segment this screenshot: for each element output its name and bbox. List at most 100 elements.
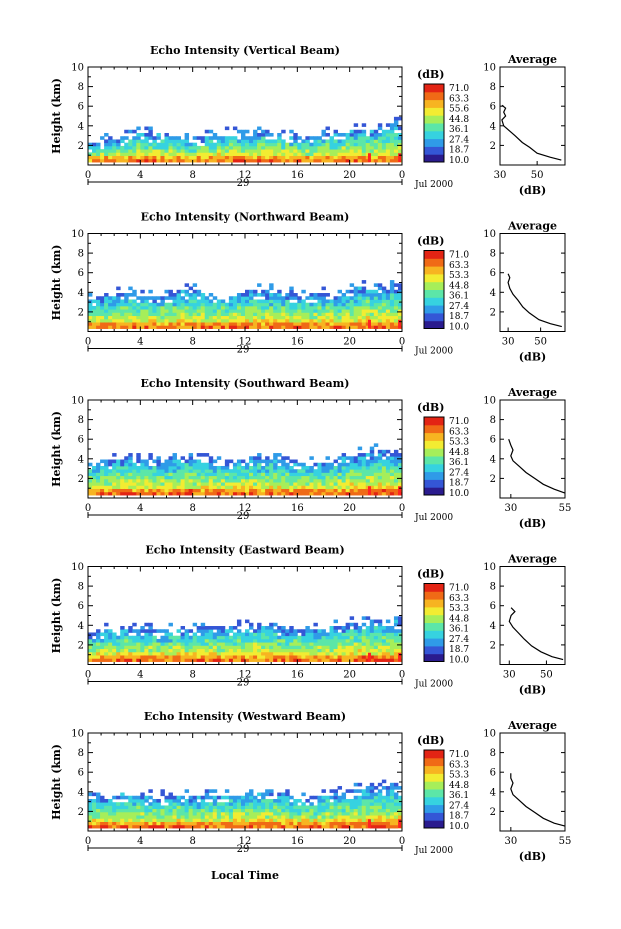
heatmap-cell	[269, 475, 274, 480]
heatmap-cell	[317, 642, 322, 646]
heatmap-cell	[184, 632, 190, 637]
heatmap-cell	[168, 651, 173, 656]
colorbar-tick-label: 63.3	[449, 760, 469, 770]
heatmap-cell	[289, 648, 294, 653]
heatmap-cell	[389, 491, 395, 496]
heatmap-cell	[353, 325, 359, 329]
heatmap-cell	[128, 808, 133, 813]
heatmap-cell	[325, 155, 330, 160]
heatmap-cell	[180, 322, 186, 326]
heatmap-cell	[116, 642, 121, 646]
heatmap-cell	[212, 478, 218, 483]
heatmap-cell	[353, 293, 359, 297]
heatmap-cell	[265, 293, 270, 297]
heatmap-cell	[236, 465, 242, 470]
heatmap-cell	[397, 632, 403, 637]
heatmap-cell	[112, 638, 117, 643]
heatmap-cell	[140, 312, 145, 317]
average-y-tick-label: 6	[490, 102, 496, 113]
heatmap-cell	[321, 469, 326, 473]
heatmap-cell	[397, 286, 403, 291]
heatmap-cell	[249, 824, 254, 829]
heatmap-cell	[369, 802, 375, 806]
heatmap-cell	[353, 645, 359, 650]
heatmap-cell	[373, 132, 379, 137]
average-y-tick-label: 4	[490, 787, 496, 798]
heatmap-cell	[196, 802, 202, 806]
colorbar-tick-label: 55.6	[449, 105, 469, 115]
heatmap-cell	[289, 142, 294, 147]
heatmap-cell	[369, 815, 375, 819]
heatmap-cell	[232, 325, 238, 329]
heatmap-cell	[208, 824, 214, 829]
heatmap-cell	[357, 149, 363, 153]
heatmap-cell	[212, 459, 218, 464]
heatmap-cell	[240, 312, 246, 317]
heatmap-cell	[273, 465, 278, 470]
heatmap-cell	[88, 798, 93, 803]
heatmap-cell	[96, 462, 101, 467]
heatmap-cell	[273, 622, 278, 627]
heatmap-cell	[228, 655, 234, 659]
heatmap-cell	[128, 318, 133, 323]
heatmap-cell	[200, 821, 206, 826]
heatmap-cell	[200, 296, 206, 300]
heatmap-cell	[112, 808, 117, 813]
heatmap-cell	[389, 142, 395, 147]
heatmap-cell	[385, 786, 391, 790]
heatmap-cell	[305, 638, 310, 643]
heatmap-cell	[156, 651, 161, 656]
heatmap-cell	[108, 485, 113, 489]
heatmap-cell	[281, 309, 286, 313]
heatmap-cell	[277, 815, 282, 819]
heatmap-cell	[293, 469, 298, 473]
heatmap-cell	[385, 302, 391, 307]
heatmap-cell	[104, 488, 109, 493]
heatmap-cell	[253, 795, 258, 800]
heatmap-cell	[140, 289, 145, 294]
heatmap-cell	[357, 302, 363, 307]
heatmap-cell	[273, 802, 278, 806]
heatmap-cell	[168, 142, 173, 147]
heatmap-cell	[220, 318, 226, 323]
heatmap-cell	[120, 811, 125, 816]
heatmap-cell	[265, 485, 270, 489]
heatmap-cell	[377, 792, 383, 797]
heatmap-cell	[204, 792, 210, 797]
heatmap-cell	[176, 485, 181, 489]
heatmap-cell	[116, 309, 121, 313]
heatmap-cell	[236, 312, 242, 317]
y-tick-label: 6	[78, 435, 84, 446]
heatmap-cell	[168, 325, 173, 329]
heatmap-cell	[329, 465, 334, 470]
heatmap-cell	[212, 821, 218, 826]
heatmap-cell	[277, 805, 282, 810]
heatmap-cell	[373, 786, 379, 790]
heatmap-cell	[369, 158, 375, 163]
heatmap-cell	[220, 629, 226, 633]
heatmap-cell	[377, 136, 383, 140]
heatmap-cell	[293, 818, 298, 822]
heatmap-cell	[293, 482, 298, 486]
heatmap-cell	[104, 145, 109, 150]
heatmap-cell	[369, 629, 375, 633]
heatmap-cell	[333, 482, 338, 486]
heatmap-cell	[397, 116, 403, 121]
heatmap-cell	[192, 655, 198, 659]
heatmap-cell	[325, 475, 330, 480]
heatmap-cell	[228, 811, 234, 816]
heatmap-cell	[112, 648, 117, 653]
heatmap-cell	[108, 315, 113, 320]
heatmap-cell	[100, 482, 105, 486]
heatmap-cell	[96, 158, 101, 163]
heatmap-cell	[389, 645, 395, 650]
heatmap-cell	[168, 155, 173, 160]
heatmap-cell	[369, 145, 375, 150]
heatmap-cell	[289, 808, 294, 813]
heatmap-cell	[313, 478, 318, 483]
heatmap-cell	[232, 635, 238, 640]
heatmap-cell	[249, 798, 254, 803]
heatmap-cell	[108, 811, 113, 816]
heatmap-cell	[128, 462, 133, 467]
heatmap-cell	[321, 309, 326, 313]
